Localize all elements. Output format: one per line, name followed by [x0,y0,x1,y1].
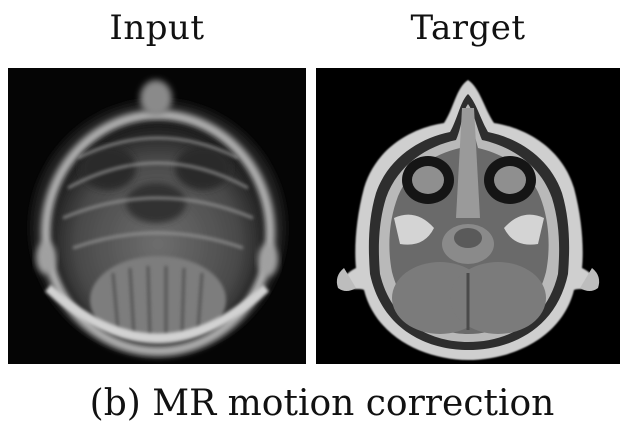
target-mr-drawing [316,68,620,364]
target-panel-label: Target [410,8,526,48]
input-panel-label: Input [109,8,205,48]
target-mr-image [316,68,620,364]
input-mr-drawing [8,68,306,364]
input-mr-image [8,68,306,364]
figure-caption: (b) MR motion correction [89,383,555,424]
